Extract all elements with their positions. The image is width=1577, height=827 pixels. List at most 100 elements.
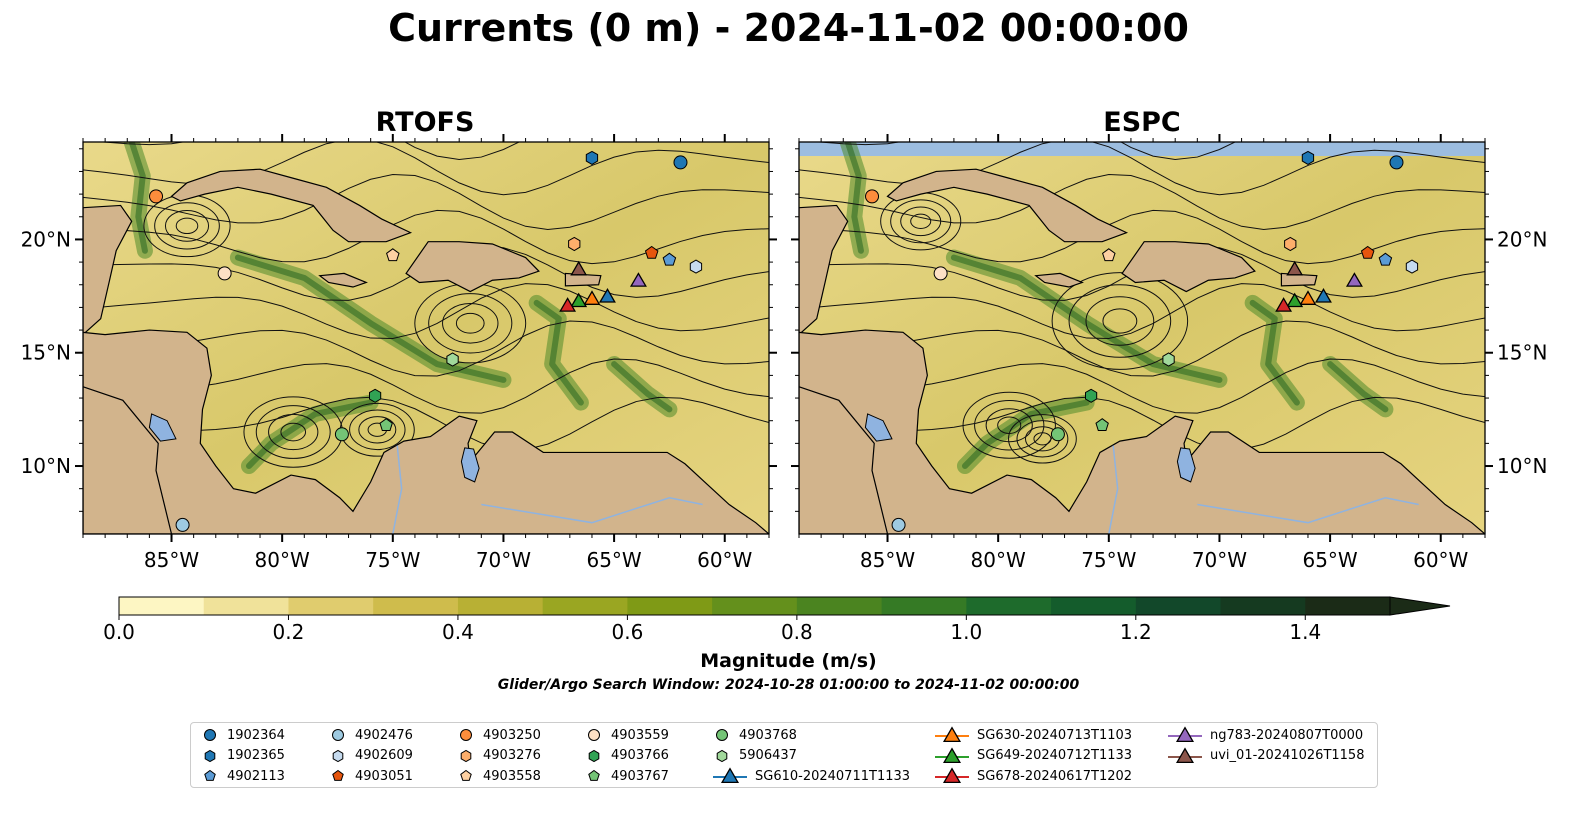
legend-item: 1902364 — [201, 725, 285, 745]
legend-item: 1902365 — [201, 746, 285, 766]
eddy-ring — [255, 405, 331, 459]
land-panamaPac — [799, 386, 889, 534]
colorbar-segment — [203, 597, 289, 615]
platform-marker — [1284, 236, 1297, 252]
legend-item: 4903767 — [585, 766, 669, 786]
platform-marker — [891, 517, 906, 532]
map-panel-espc: 85°W 80°W 75°W 70°W 65°W 60°W 20°N 15°N 10°N — [791, 134, 1547, 572]
current-jet-core — [1327, 361, 1389, 413]
legend-item: uvi_01-20241026T1158 — [1168, 746, 1364, 766]
legend-item: 4902609 — [329, 746, 413, 766]
legend-marker — [332, 749, 344, 762]
colorbar-segment — [796, 597, 883, 615]
eddy-ring — [1051, 272, 1189, 370]
land-yucatan — [799, 204, 849, 336]
lon-tick-label: 65°W — [586, 548, 641, 572]
platform-marker — [1314, 288, 1332, 303]
colorbar-extend-arrow — [1389, 596, 1451, 616]
eddy-ring — [268, 413, 319, 451]
platform-marker — [585, 150, 599, 165]
map-frame — [82, 141, 770, 535]
platform-marker — [1389, 155, 1404, 170]
legend-item: 4903558 — [457, 766, 541, 786]
streamline — [95, 142, 521, 161]
legend: 1902364 1902365 4902113 4902476 4902609 49030… — [190, 722, 1378, 788]
eddy-ring — [1068, 284, 1172, 358]
lat-tick-label: 15°N — [1497, 341, 1547, 365]
current-jet-core — [245, 399, 374, 470]
lon-tick-label: 75°W — [365, 548, 420, 572]
legend-symbol — [460, 729, 472, 741]
lat-tick-label: 10°N — [1497, 454, 1547, 478]
platform-marker — [386, 248, 400, 262]
legend-item: 4902476 — [329, 725, 413, 745]
legend-label: 4902113 — [227, 768, 285, 784]
platform-marker — [217, 266, 232, 281]
legend-item: ng783-20240807T0000 — [1168, 725, 1363, 745]
legend-marker — [588, 769, 600, 781]
river — [1108, 445, 1119, 534]
colorbar-tick-label: 1.4 — [1289, 620, 1321, 644]
platform-marker — [1301, 150, 1315, 165]
colorbar-segment — [373, 597, 459, 615]
eddy-ring — [1016, 420, 1069, 458]
eddy-ring — [442, 302, 499, 344]
eddy-ring — [349, 409, 406, 451]
legend-label: 4903051 — [355, 768, 413, 784]
colorbar-tick-label: 0.4 — [442, 620, 474, 644]
current-jet-core — [128, 142, 148, 254]
legend-label: 4903767 — [611, 768, 669, 784]
eddy-ring — [890, 199, 952, 244]
colorbar-tick-label: 0.2 — [273, 620, 305, 644]
river — [1197, 496, 1419, 524]
legend-symbol — [588, 769, 600, 781]
eddy-ring — [175, 217, 199, 235]
legend-marker — [460, 749, 472, 762]
land-jamaica — [318, 272, 368, 288]
legend-symbol — [588, 749, 600, 762]
legend-marker — [716, 749, 728, 762]
legend-symbol — [332, 729, 344, 741]
platform-marker — [1286, 260, 1304, 276]
lon-tick-label: 80°W — [971, 548, 1026, 572]
legend-marker — [942, 767, 962, 784]
lon-tick-label: 70°W — [1192, 548, 1247, 572]
legend-marker — [588, 749, 600, 762]
eddy-ring — [974, 399, 1045, 451]
eddy-ring — [358, 416, 397, 444]
platform-marker — [629, 272, 647, 287]
lat-tick-label: 10°N — [21, 454, 71, 478]
colorbar: 0.0 0.2 0.4 0.6 0.8 1.0 1.2 1.4 — [103, 596, 1451, 644]
eddy-ring — [455, 312, 485, 334]
lon-tick-label: 80°W — [255, 548, 310, 572]
current-jet-core — [533, 299, 584, 406]
current-jet-core — [844, 142, 864, 254]
legend-marker — [204, 749, 216, 762]
colorbar-frame — [118, 596, 1391, 616]
platform-marker — [1095, 418, 1109, 431]
land-cuba — [886, 168, 1129, 243]
land-cuba — [170, 168, 413, 243]
legend-item: 4903250 — [457, 725, 541, 745]
platform-marker — [583, 290, 601, 305]
streamline — [811, 142, 1237, 161]
colorbar-segment — [457, 597, 544, 615]
streamline — [799, 283, 1485, 339]
lat-tick-label: 20°N — [1497, 227, 1547, 251]
eddy-ring — [910, 213, 932, 229]
legend-marker — [720, 767, 740, 784]
legend-symbol — [935, 767, 969, 784]
eddy-ring — [962, 391, 1056, 459]
platform-marker — [1085, 388, 1098, 403]
land-hispaniola — [1121, 241, 1256, 293]
map-panel-rtofs: 85°W 80°W 75°W 70°W 65°W 60°W 20°N 15°N 10°N — [21, 134, 777, 572]
platform-marker — [644, 245, 659, 259]
legend-symbol — [460, 769, 472, 781]
legend-item: SG610-20240711T1133 — [713, 766, 910, 786]
legend-marker — [204, 769, 216, 781]
legend-marker — [332, 769, 344, 781]
platform-marker — [662, 252, 677, 266]
legend-marker — [1175, 746, 1195, 763]
legend-symbol — [332, 769, 344, 781]
platform-marker — [379, 418, 393, 431]
